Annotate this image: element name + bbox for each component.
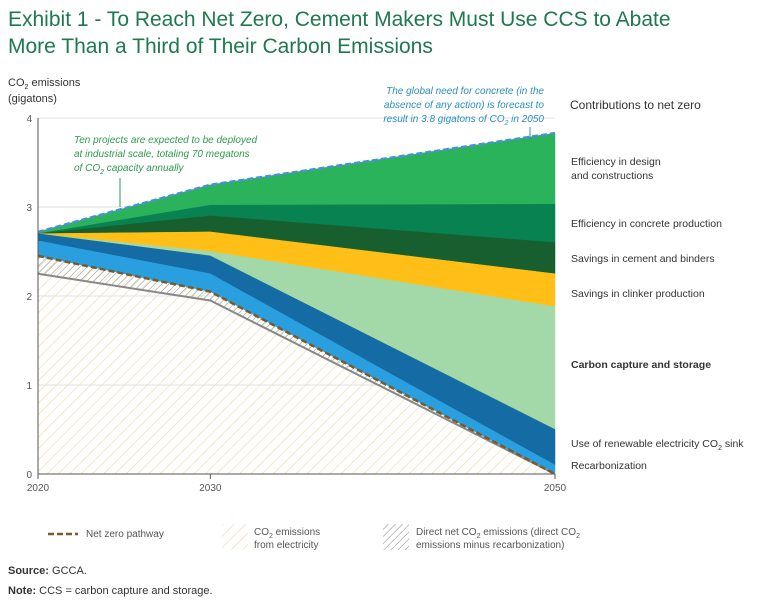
y-axis-label-line1: CO2 emissions	[8, 77, 81, 91]
source-note: Source: GCCA.	[8, 565, 87, 577]
x-tick-label-2020: 2020	[27, 483, 50, 494]
legend-label-ccs: Carbon capture and storage	[571, 359, 711, 371]
annotation-global-line2: absence of any action) is forecast to	[384, 100, 545, 111]
legend-label-clinker: Savings in clinker production	[571, 288, 705, 300]
legend-electricity-label-line2: from electricity	[254, 540, 318, 551]
area-electricity-emissions	[38, 255, 555, 474]
legend-label-design-line2: and constructions	[571, 170, 653, 182]
area-layer	[37, 132, 556, 475]
legend-title: Contributions to net zero	[570, 98, 701, 112]
legend-label-design-line1: Efficiency in design	[571, 156, 661, 168]
chart-title-line1: Exhibit 1 - To Reach Net Zero, Cement Ma…	[8, 8, 671, 31]
y-tick-label-4: 4	[26, 114, 32, 125]
line-layer	[37, 131, 556, 476]
legend-bottom: Net zero pathway CO2 emissions from elec…	[48, 524, 580, 551]
legend-direct-label-line1: Direct net CO2 emissions (direct CO2	[416, 527, 580, 540]
legend-electricity-swatch	[222, 524, 248, 550]
annotation-global-line1: The global need for concrete (in the	[386, 86, 544, 97]
line-direct-net	[37, 272, 556, 475]
source-label: Source:	[8, 565, 49, 577]
x-tick-label-2030: 2030	[199, 483, 222, 494]
annotation-projects-line1: Ten projects are expected to be deployed	[74, 135, 258, 146]
note-label: Note:	[8, 585, 37, 597]
line-no-action-forecast	[37, 131, 556, 234]
annotation-global: The global need for concrete (in the abs…	[383, 86, 544, 127]
x-tick-label-2050: 2050	[544, 483, 567, 494]
axis-layer: 0 1 2 3 4 2020 2030 2050	[26, 114, 566, 494]
y-tick-label-2: 2	[26, 292, 32, 303]
y-axis-label-line2: (gigatons)	[8, 93, 57, 105]
y-tick-label-3: 3	[26, 203, 32, 214]
source-text: GCCA.	[52, 565, 87, 577]
annotation-projects-line2: at industrial scale, totaling 70 megaton…	[74, 149, 250, 160]
line-net-zero-pathway	[37, 254, 556, 476]
legend-label-renewable: Use of renewable electricity CO2 sink	[571, 438, 744, 452]
legend-direct-swatch	[383, 524, 409, 550]
note-text: CCS = carbon capture and storage.	[39, 585, 213, 597]
footnote: Note: CCS = carbon capture and storage.	[8, 585, 213, 597]
legend-label-cement: Savings in cement and binders	[571, 253, 715, 265]
chart-title-line2: More Than a Third of Their Carbon Emissi…	[8, 35, 433, 58]
annotation-projects-line3: of CO2 capacity annually	[74, 163, 185, 176]
legend-direct-label-line2: emissions minus recarbonization)	[416, 540, 564, 551]
y-tick-label-1: 1	[26, 381, 32, 392]
legend-label-recarbonization: Recarbonization	[571, 460, 647, 472]
legend-net-zero-label: Net zero pathway	[86, 529, 164, 540]
legend-electricity-label-line1: CO2 emissions	[254, 527, 320, 540]
area-direct-net-emissions	[38, 255, 555, 474]
annotation-projects: Ten projects are expected to be deployed…	[74, 135, 258, 176]
legend-right: Efficiency in design and constructions E…	[571, 156, 744, 472]
legend-label-concrete: Efficiency in concrete production	[571, 218, 722, 230]
annotation-global-line3: result in 3.8 gigatons of CO2 in 2050	[383, 114, 544, 127]
y-tick-label-0: 0	[26, 470, 32, 481]
chart-title: Exhibit 1 - To Reach Net Zero, Cement Ma…	[8, 6, 748, 60]
